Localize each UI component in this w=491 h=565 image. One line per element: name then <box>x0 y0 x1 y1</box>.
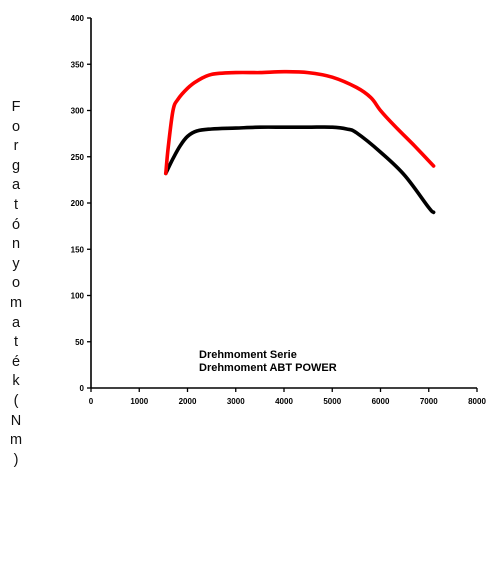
x-tick-label: 5000 <box>323 397 341 406</box>
y-tick-label: 350 <box>71 60 85 69</box>
x-tick-label: 4000 <box>275 397 293 406</box>
x-tick-label: 0 <box>89 397 94 406</box>
y-tick-label: 400 <box>71 14 85 23</box>
x-tick-label: 2000 <box>179 397 197 406</box>
y-axis-label-char: a <box>11 314 21 331</box>
x-tick-label: 7000 <box>420 397 438 406</box>
y-tick-label: 150 <box>71 245 85 254</box>
y-axis-label-char: é <box>11 353 21 370</box>
series-lines <box>164 69 436 215</box>
y-tick-label: 300 <box>71 107 85 116</box>
y-tick-labels: 0 50 100 150 200 250 300 350 400 <box>71 14 85 393</box>
axes <box>87 17 478 392</box>
y-axis-label-char: a <box>11 177 21 194</box>
x-tick-label: 1000 <box>130 397 148 406</box>
y-axis-label-char: ó <box>11 216 21 233</box>
legend-entry: Drehmoment ABT POWER <box>199 362 337 374</box>
y-axis-label-char: ( <box>13 392 19 409</box>
x-tick-labels: 0 1000 2000 3000 4000 5000 6000 7000 8000 <box>89 397 487 406</box>
y-axis-label-char: m <box>9 432 23 449</box>
y-axis-label-char: y <box>12 255 20 272</box>
y-axis-label-char: F <box>11 99 21 115</box>
y-tick-label: 50 <box>75 338 84 347</box>
series-line-serie <box>164 125 436 215</box>
y-axis-label-char: n <box>11 236 21 253</box>
y-axis-label-char: o <box>11 118 21 135</box>
y-axis-label-char: ) <box>13 451 19 468</box>
y-tick-label: 250 <box>71 153 85 162</box>
y-axis-label-char: N <box>10 412 22 429</box>
y-tick-label: 0 <box>80 384 85 393</box>
y-tick-label: 100 <box>71 292 85 301</box>
y-axis-label-char: o <box>11 275 21 292</box>
y-tick-label: 200 <box>71 199 85 208</box>
legend-entry: Drehmoment Serie <box>199 349 297 361</box>
y-axis-label-char: r <box>13 138 19 155</box>
y-axis-label-char: m <box>9 294 23 311</box>
series-line-abt-power <box>164 69 436 176</box>
y-axis-label-char: t <box>13 334 19 351</box>
y-axis-label-char: k <box>12 373 20 390</box>
y-axis-label-char: g <box>11 157 21 174</box>
y-axis-label-char: t <box>13 196 19 213</box>
x-tick-label: 8000 <box>468 397 486 406</box>
x-tick-label: 6000 <box>372 397 390 406</box>
x-tick-label: 3000 <box>227 397 245 406</box>
